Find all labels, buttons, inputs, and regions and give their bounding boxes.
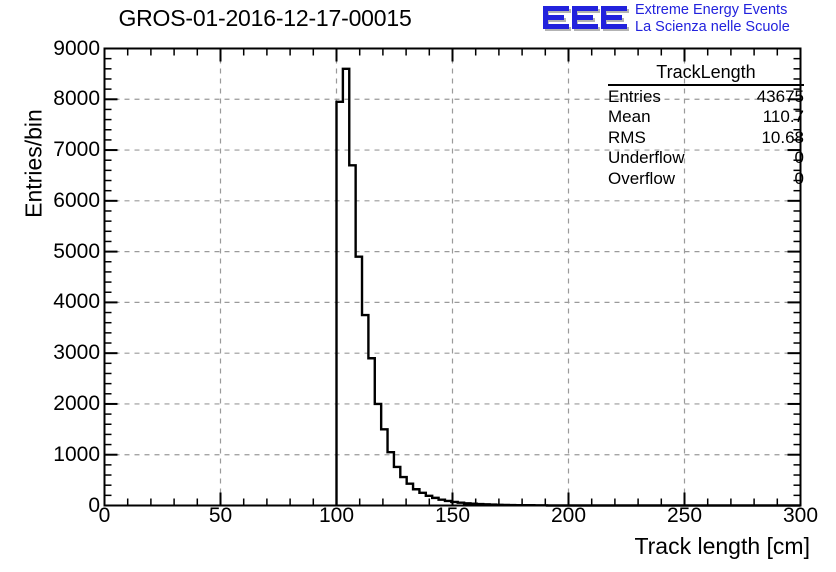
y-axis-tick-label: 6000 [53, 188, 100, 212]
y-axis-tick-label: 0 [88, 493, 100, 517]
page-title: GROS-01-2016-12-17-00015 [118, 5, 412, 31]
y-axis-tick-label: 5000 [53, 239, 100, 263]
eee-logo-mark-icon [543, 6, 629, 31]
stats-value: 110.7 [762, 107, 804, 126]
eee-logo-line1: Extreme Energy Events [635, 2, 788, 18]
x-axis-tick-label: 50 [208, 504, 233, 527]
stats-key: Mean [608, 107, 651, 126]
stats-title: TrackLength [608, 62, 804, 86]
stats-row: Mean 110.7 [608, 107, 804, 128]
stats-key: Overflow [608, 168, 676, 188]
statistics-box: TrackLength Entries 43675 Mean 110.7 RMS 10.6… [608, 62, 804, 189]
stats-rows: Entries 43675 Mean 110.7 RMS 10.68 Underflow 0 O… [608, 87, 804, 190]
stats-value: 10.68 [761, 127, 804, 147]
y-axis-tick-label: 7000 [53, 138, 100, 162]
x-axis-tick-label: 250 [666, 504, 703, 527]
y-axis-tick-label: 2000 [53, 391, 100, 415]
y-axis-tick-label: 1000 [53, 442, 100, 466]
stats-value: 0 [794, 148, 804, 167]
x-axis-tick-label: 150 [434, 504, 471, 527]
x-axis-title: Track length [cm] [634, 533, 810, 559]
y-axis-tick-label: 8000 [53, 87, 100, 111]
stats-row: Overflow 0 [608, 169, 804, 190]
stats-row: RMS 10.68 [608, 128, 804, 149]
x-axis-tick-label: 0 [98, 504, 111, 527]
stats-key: RMS [608, 127, 646, 147]
stats-key: Entries [608, 86, 661, 106]
y-axis-tick-label: 9000 [53, 36, 100, 60]
y-axis-tick-labels: 0 1000 2000 3000 4000 5000 6000 7000 8000 9000 [4, 0, 100, 572]
stats-row: Entries 43675 [608, 87, 804, 108]
stats-value: 43675 [756, 86, 804, 106]
y-axis-tick-label: 4000 [53, 290, 100, 314]
histogram-outline [335, 67, 801, 507]
axis-ticks [103, 47, 802, 507]
x-axis-tick-label: 100 [318, 504, 355, 527]
stats-value: 0 [794, 168, 804, 188]
x-axis-tick-label: 200 [550, 504, 587, 527]
eee-logo: Extreme Energy Events La Scienza nelle S… [541, 2, 833, 40]
stats-row: Underflow 0 [608, 148, 804, 169]
x-axis-tick-label: 300 [782, 504, 819, 527]
stats-key: Underflow [608, 148, 685, 167]
eee-logo-text: Extreme Energy Events La Scienza nelle S… [635, 2, 790, 36]
eee-logo-line2: La Scienza nelle Scuole [635, 19, 790, 35]
y-axis-tick-label: 3000 [53, 341, 100, 365]
